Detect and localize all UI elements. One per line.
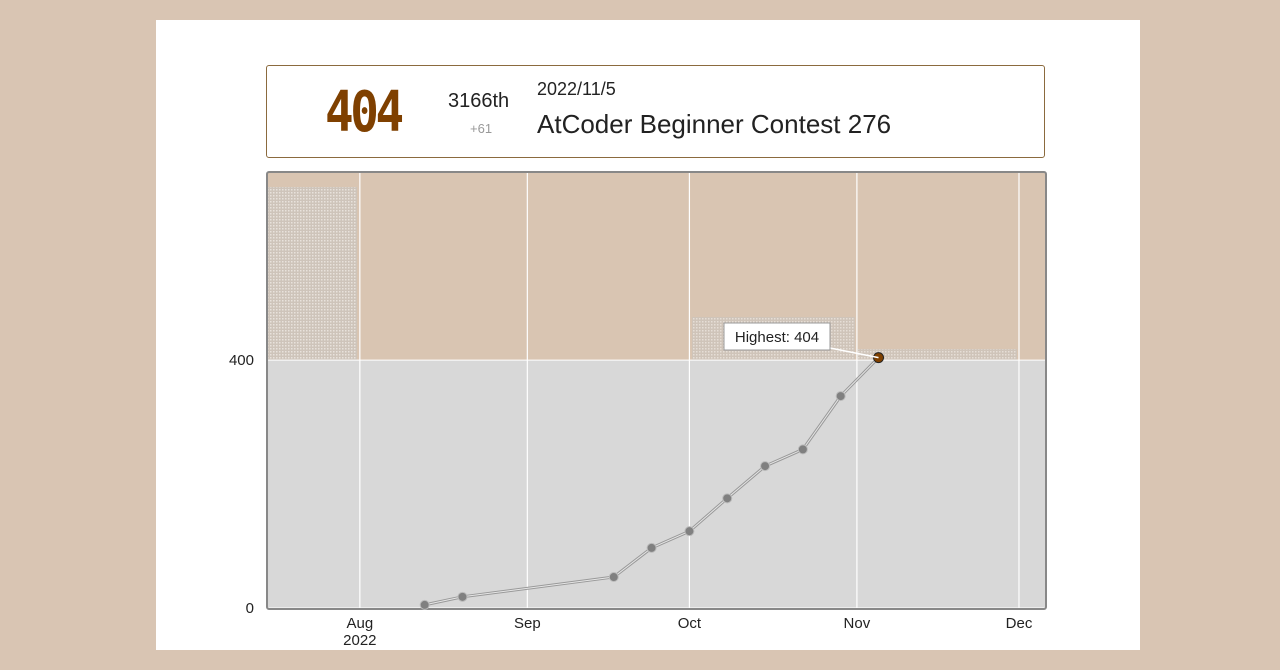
- contest-date: 2022/11/5: [537, 79, 616, 99]
- x-tick-sublabel: 2022: [343, 632, 376, 649]
- shading: [268, 187, 357, 360]
- x-tick-label: Dec: [1006, 615, 1033, 632]
- highest-label: Highest: 404: [735, 329, 819, 346]
- data-point: [797, 444, 808, 455]
- contest-status-box: 404 3166th +61 2022/11/5 AtCoder Beginne…: [266, 65, 1045, 158]
- annotation-leader: [829, 347, 879, 359]
- contest-name[interactable]: AtCoder Beginner Contest 276: [537, 109, 892, 139]
- data-point: [760, 461, 771, 472]
- highest-tooltip: [723, 322, 831, 351]
- x-tick-label: Aug: [346, 615, 373, 632]
- data-point: [457, 591, 468, 602]
- x-tick-label: Oct: [678, 615, 702, 632]
- rating-value: 404: [325, 80, 404, 145]
- rating-diff: +61: [470, 121, 493, 136]
- rating-band-1: [268, 173, 1046, 361]
- data-point: [835, 391, 846, 402]
- data-point: [684, 526, 695, 537]
- data-point: [419, 599, 430, 610]
- plot-frame: [266, 171, 1047, 610]
- shading: [857, 349, 1017, 360]
- rank-text: 3166th: [448, 90, 510, 112]
- data-point: [722, 493, 733, 504]
- x-tick-label: Sep: [514, 615, 541, 632]
- y-tick-label: 400: [229, 352, 254, 369]
- x-tick-label: Nov: [844, 615, 871, 632]
- y-tick-label: 0: [246, 600, 254, 617]
- data-point: [646, 542, 657, 553]
- rating-line: [424, 357, 879, 606]
- rating-band-0: [268, 360, 1046, 608]
- data-point: [608, 572, 619, 583]
